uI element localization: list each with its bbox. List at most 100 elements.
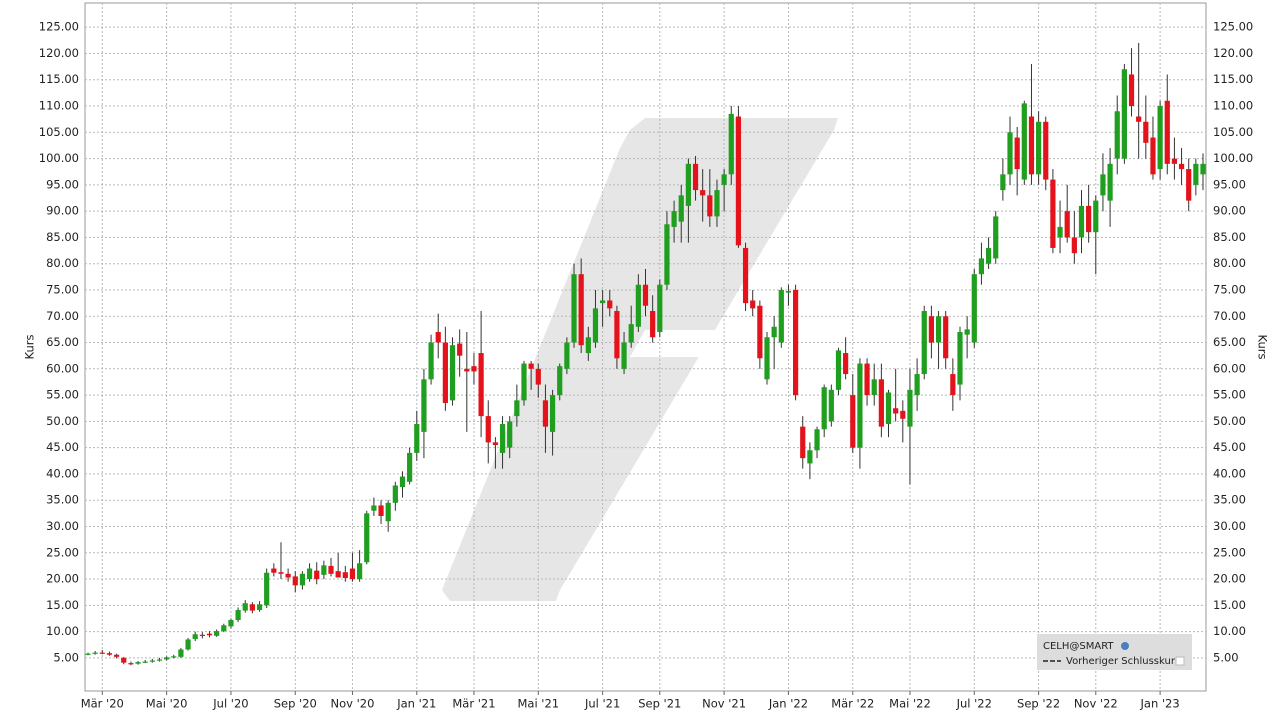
y-tick-label: 110.00 [39,99,79,113]
x-tick-label: Mai '21 [517,697,559,711]
candle-body [142,661,148,663]
candle-body [635,284,641,327]
x-tick-label: Jan '21 [396,697,436,711]
candle-body [671,211,677,227]
candle-body [507,421,513,448]
y-tick-label-right: 25.00 [1213,545,1246,559]
y-tick-label: 120.00 [39,46,79,60]
candle-body [421,379,427,432]
candle-body [399,476,406,488]
watermark-gap [630,330,745,357]
candle-body [164,657,170,660]
y-tick-label: 50.00 [46,414,79,428]
x-tick-label: Nov '21 [702,697,746,711]
candle-body [878,379,884,427]
legend-title: CELH@SMART [1043,641,1114,652]
candle-body [814,429,820,451]
candle-body [535,368,541,385]
candle-body [728,113,734,175]
candle-body [1164,100,1170,164]
candle-body [642,284,649,306]
candle-body [871,379,877,396]
candle-body [192,634,198,639]
candle-body [964,329,970,335]
candle-body [171,656,177,658]
y-tick-label: 20.00 [46,572,79,586]
candle-body [1014,137,1020,170]
candle-body [85,653,91,655]
candle-body [471,366,477,372]
candle-body [1171,158,1178,164]
y-tick-label-right: 105.00 [1213,125,1253,139]
candle-body [235,610,241,621]
candle-body [828,389,834,422]
y-tick-label-right: 115.00 [1213,72,1253,86]
candle-body [414,423,420,453]
candle-body [357,563,363,580]
candle-body [843,353,849,375]
candle-body [321,565,327,575]
candle-body [264,572,270,606]
candle-body [893,408,899,414]
candle-body [542,400,549,427]
candle-body [771,326,777,338]
candle-body [1121,69,1127,159]
y-tick-label-right: 10.00 [1213,624,1246,638]
y-tick-label: 40.00 [46,466,79,480]
y-tick-label: 100.00 [39,151,79,165]
y-tick-label-right: 70.00 [1213,309,1246,323]
y-tick-label: 5.00 [53,650,79,664]
candle-body [242,603,248,611]
candle-body [306,568,313,580]
y-tick-label-right: 35.00 [1213,493,1246,507]
y-tick-label: 105.00 [39,125,79,139]
candle-body [206,633,213,636]
candle-body [314,570,320,580]
candle-body [957,332,963,385]
y-tick-label-right: 80.00 [1213,256,1246,270]
candle-body [221,625,227,632]
legend-checkbox [1175,656,1185,666]
candle-body [521,363,527,401]
candle-body [600,300,606,304]
candle-body [614,310,620,359]
y-tick-label: 90.00 [46,204,79,218]
y-tick-label-right: 95.00 [1213,177,1246,191]
candle-body [764,337,770,380]
candle-body [92,652,98,654]
candle-body [149,660,155,662]
x-tick-label: Jul '22 [956,697,992,711]
candle-body [607,300,613,309]
y-tick-label: 95.00 [46,177,79,191]
candle-body [707,195,713,217]
y-tick-label-right: 120.00 [1213,46,1253,60]
candle-body [1143,121,1149,143]
candle-body [800,426,806,459]
candle-body [378,505,384,516]
candle-body [485,416,491,443]
candle-body [685,163,691,206]
candle-body [821,387,827,430]
candle-body [1128,74,1135,107]
candle-body [907,389,913,427]
candle-body [1150,137,1156,175]
x-tick-label: Jan '23 [1140,697,1180,711]
candle-body [1107,163,1113,201]
candle-body [628,324,634,343]
candle-body [557,366,563,396]
candle-body [943,316,949,359]
candle-body [392,485,398,503]
candle-body [128,663,134,665]
candle-body [914,374,920,396]
candle-body [449,345,456,401]
candle-body [1093,200,1099,233]
y-tick-label-right: 30.00 [1213,519,1246,533]
y-tick-label-right: 55.00 [1213,388,1246,402]
candle-body [499,423,506,453]
candle-body [864,363,870,396]
candle-body [285,573,291,578]
y-tick-label: 60.00 [46,361,79,375]
candle-body [1086,205,1092,233]
candle-body [921,310,927,375]
y-tick-label-right: 45.00 [1213,440,1246,454]
